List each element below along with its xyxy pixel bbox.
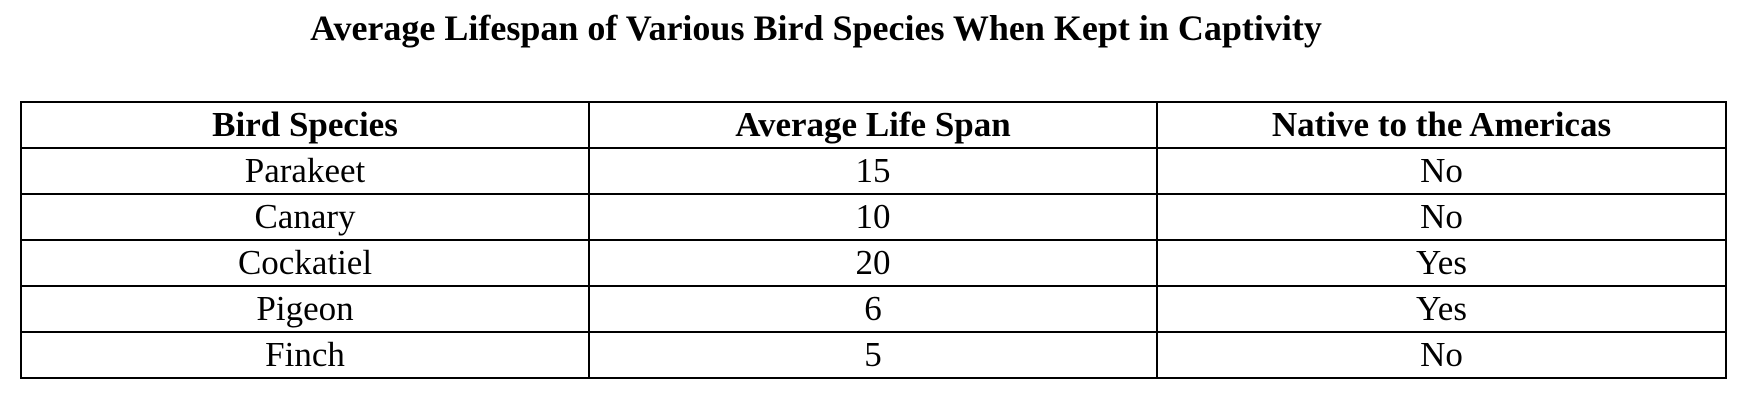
cell-average-life-span: 6 (588, 285, 1158, 333)
table-row: Canary 10 No (20, 193, 1727, 241)
table-row: Pigeon 6 Yes (20, 285, 1727, 333)
cell-bird-species: Finch (20, 331, 590, 379)
cell-native-to-americas: Yes (1156, 285, 1727, 333)
table-row: Cockatiel 20 Yes (20, 239, 1727, 287)
header-average-life-span: Average Life Span (588, 101, 1158, 149)
bird-lifespan-table: Bird Species Average Life Span Native to… (20, 101, 1727, 379)
cell-average-life-span: 15 (588, 147, 1158, 195)
table-row: Finch 5 No (20, 331, 1727, 379)
cell-bird-species: Parakeet (20, 147, 590, 195)
cell-native-to-americas: No (1156, 193, 1727, 241)
cell-average-life-span: 5 (588, 331, 1158, 379)
header-bird-species: Bird Species (20, 101, 590, 149)
cell-native-to-americas: No (1156, 331, 1727, 379)
cell-bird-species: Cockatiel (20, 239, 590, 287)
cell-native-to-americas: Yes (1156, 239, 1727, 287)
cell-bird-species: Canary (20, 193, 590, 241)
cell-bird-species: Pigeon (20, 285, 590, 333)
table-header-row: Bird Species Average Life Span Native to… (20, 101, 1727, 149)
cell-average-life-span: 10 (588, 193, 1158, 241)
document-title: Average Lifespan of Various Bird Species… (310, 8, 1322, 48)
cell-average-life-span: 20 (588, 239, 1158, 287)
header-native-to-americas: Native to the Americas (1156, 101, 1727, 149)
cell-native-to-americas: No (1156, 147, 1727, 195)
table-row: Parakeet 15 No (20, 147, 1727, 195)
